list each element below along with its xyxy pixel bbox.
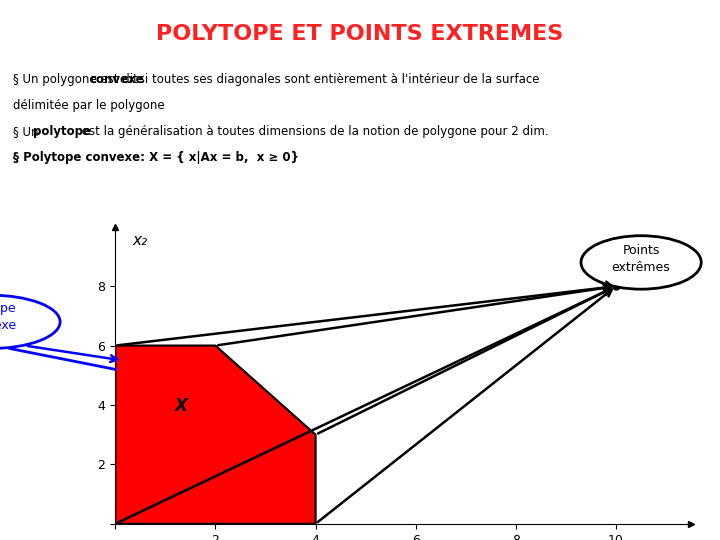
Ellipse shape <box>581 235 701 289</box>
Text: si toutes ses diagonales sont entièrement à l'intérieur de la surface: si toutes ses diagonales sont entièremen… <box>135 73 539 86</box>
Text: § Un polygone est dit: § Un polygone est dit <box>13 73 142 86</box>
Text: POLYTOPE ET POINTS EXTREMES: POLYTOPE ET POINTS EXTREMES <box>156 24 564 44</box>
Text: Polytope
convexe: Polytope convexe <box>0 302 17 333</box>
Ellipse shape <box>0 295 60 349</box>
Text: x₂: x₂ <box>132 233 148 248</box>
Text: polytope: polytope <box>33 125 91 138</box>
Text: X: X <box>175 397 188 415</box>
Text: est la généralisation à toutes dimensions de la notion de polygone pour 2 dim.: est la généralisation à toutes dimension… <box>78 125 549 138</box>
Text: convexe: convexe <box>90 73 145 86</box>
Text: x₁: x₁ <box>698 539 714 540</box>
Text: Points
extrêmes: Points extrêmes <box>612 245 670 274</box>
Polygon shape <box>115 346 315 524</box>
Text: § Polytope convexe: X = { x|Ax = b,  x ≥ 0}: § Polytope convexe: X = { x|Ax = b, x ≥ … <box>13 151 299 164</box>
Text: § Un: § Un <box>13 125 42 138</box>
Text: délimitée par le polygone: délimitée par le polygone <box>13 99 165 112</box>
